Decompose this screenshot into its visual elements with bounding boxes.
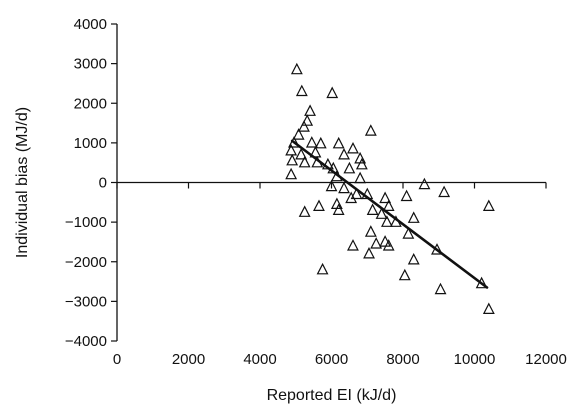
data-point-triangle [298, 155, 311, 168]
data-point-triangle [298, 205, 311, 217]
data-point-triangle [285, 143, 298, 156]
y-tick-label: −3000 [65, 293, 107, 310]
data-point-triangle [400, 189, 413, 202]
data-point-triangle [313, 199, 325, 211]
y-tick-label: 2000 [74, 95, 107, 112]
x-tick-label: 0 [113, 351, 121, 368]
data-point-triangle [363, 246, 375, 259]
y-tick-label: 0 [99, 175, 107, 192]
data-point-triangle [345, 191, 358, 204]
data-point-triangle [285, 167, 298, 180]
x-axis-title: Reported EI (kJ/d) [267, 387, 397, 404]
x-tick-label: 6000 [315, 351, 348, 368]
data-point-triangle [398, 268, 411, 281]
data-points [285, 62, 495, 314]
data-point-triangle [288, 136, 300, 148]
data-point-triangle [418, 177, 431, 190]
y-tick-label: −4000 [65, 333, 107, 350]
x-tick-label: 12000 [525, 351, 567, 368]
data-point-triangle [304, 104, 316, 116]
trend-line-group [290, 139, 489, 289]
data-point-triangle [295, 84, 308, 97]
data-point-triangle [482, 302, 495, 314]
y-tick-label: 4000 [74, 16, 107, 33]
data-point-triangle [434, 282, 447, 295]
data-point-triangle [290, 62, 303, 75]
data-point-triangle [343, 161, 356, 174]
data-point-triangle [301, 114, 314, 126]
x-tick-label: 4000 [243, 351, 276, 368]
data-point-triangle [364, 225, 377, 237]
data-point-triangle [379, 191, 392, 204]
data-point-triangle [407, 211, 420, 223]
data-point-triangle [382, 199, 395, 211]
y-tick-label: −1000 [65, 214, 107, 231]
data-point-triangle [347, 141, 359, 154]
x-tick-label: 10000 [454, 351, 496, 368]
data-point-triangle [314, 136, 327, 149]
data-point-triangle [316, 262, 329, 275]
data-point-triangle [326, 86, 339, 99]
data-point-triangle [338, 147, 350, 160]
data-point-triangle [298, 120, 310, 132]
data-point-triangle [292, 128, 305, 140]
y-axis-title: Individual bias (MJ/d) [14, 107, 31, 258]
data-point-triangle [332, 136, 345, 149]
data-point-triangle [364, 124, 377, 136]
y-axis-title-group: Individual bias (MJ/d) [14, 107, 31, 258]
y-tick-label: 1000 [74, 135, 107, 152]
data-point-triangle [438, 185, 451, 198]
data-point-triangle [355, 157, 368, 170]
data-point-triangle [370, 237, 383, 249]
data-point-triangle [375, 207, 388, 219]
data-point-triangle [347, 239, 359, 251]
data-point-triangle [382, 239, 395, 251]
data-point-triangle [332, 203, 345, 215]
x-tick-label: 8000 [386, 351, 419, 368]
data-point-triangle [295, 147, 308, 160]
data-point-triangle [338, 181, 350, 194]
data-point-triangle [407, 252, 420, 265]
data-point-triangle [381, 215, 393, 227]
y-tick-label: −2000 [65, 254, 107, 271]
x-tick-label: 2000 [172, 351, 205, 368]
data-point-triangle [286, 153, 299, 166]
trend-line [290, 139, 489, 289]
data-point-triangle [354, 171, 367, 184]
data-point-triangle [350, 187, 363, 200]
y-tick-label: 3000 [74, 56, 107, 73]
data-point-triangle [402, 227, 415, 239]
data-point-triangle [482, 199, 495, 211]
data-point-triangle [325, 179, 338, 192]
data-point-triangle [366, 203, 379, 215]
data-point-triangle [305, 136, 318, 148]
